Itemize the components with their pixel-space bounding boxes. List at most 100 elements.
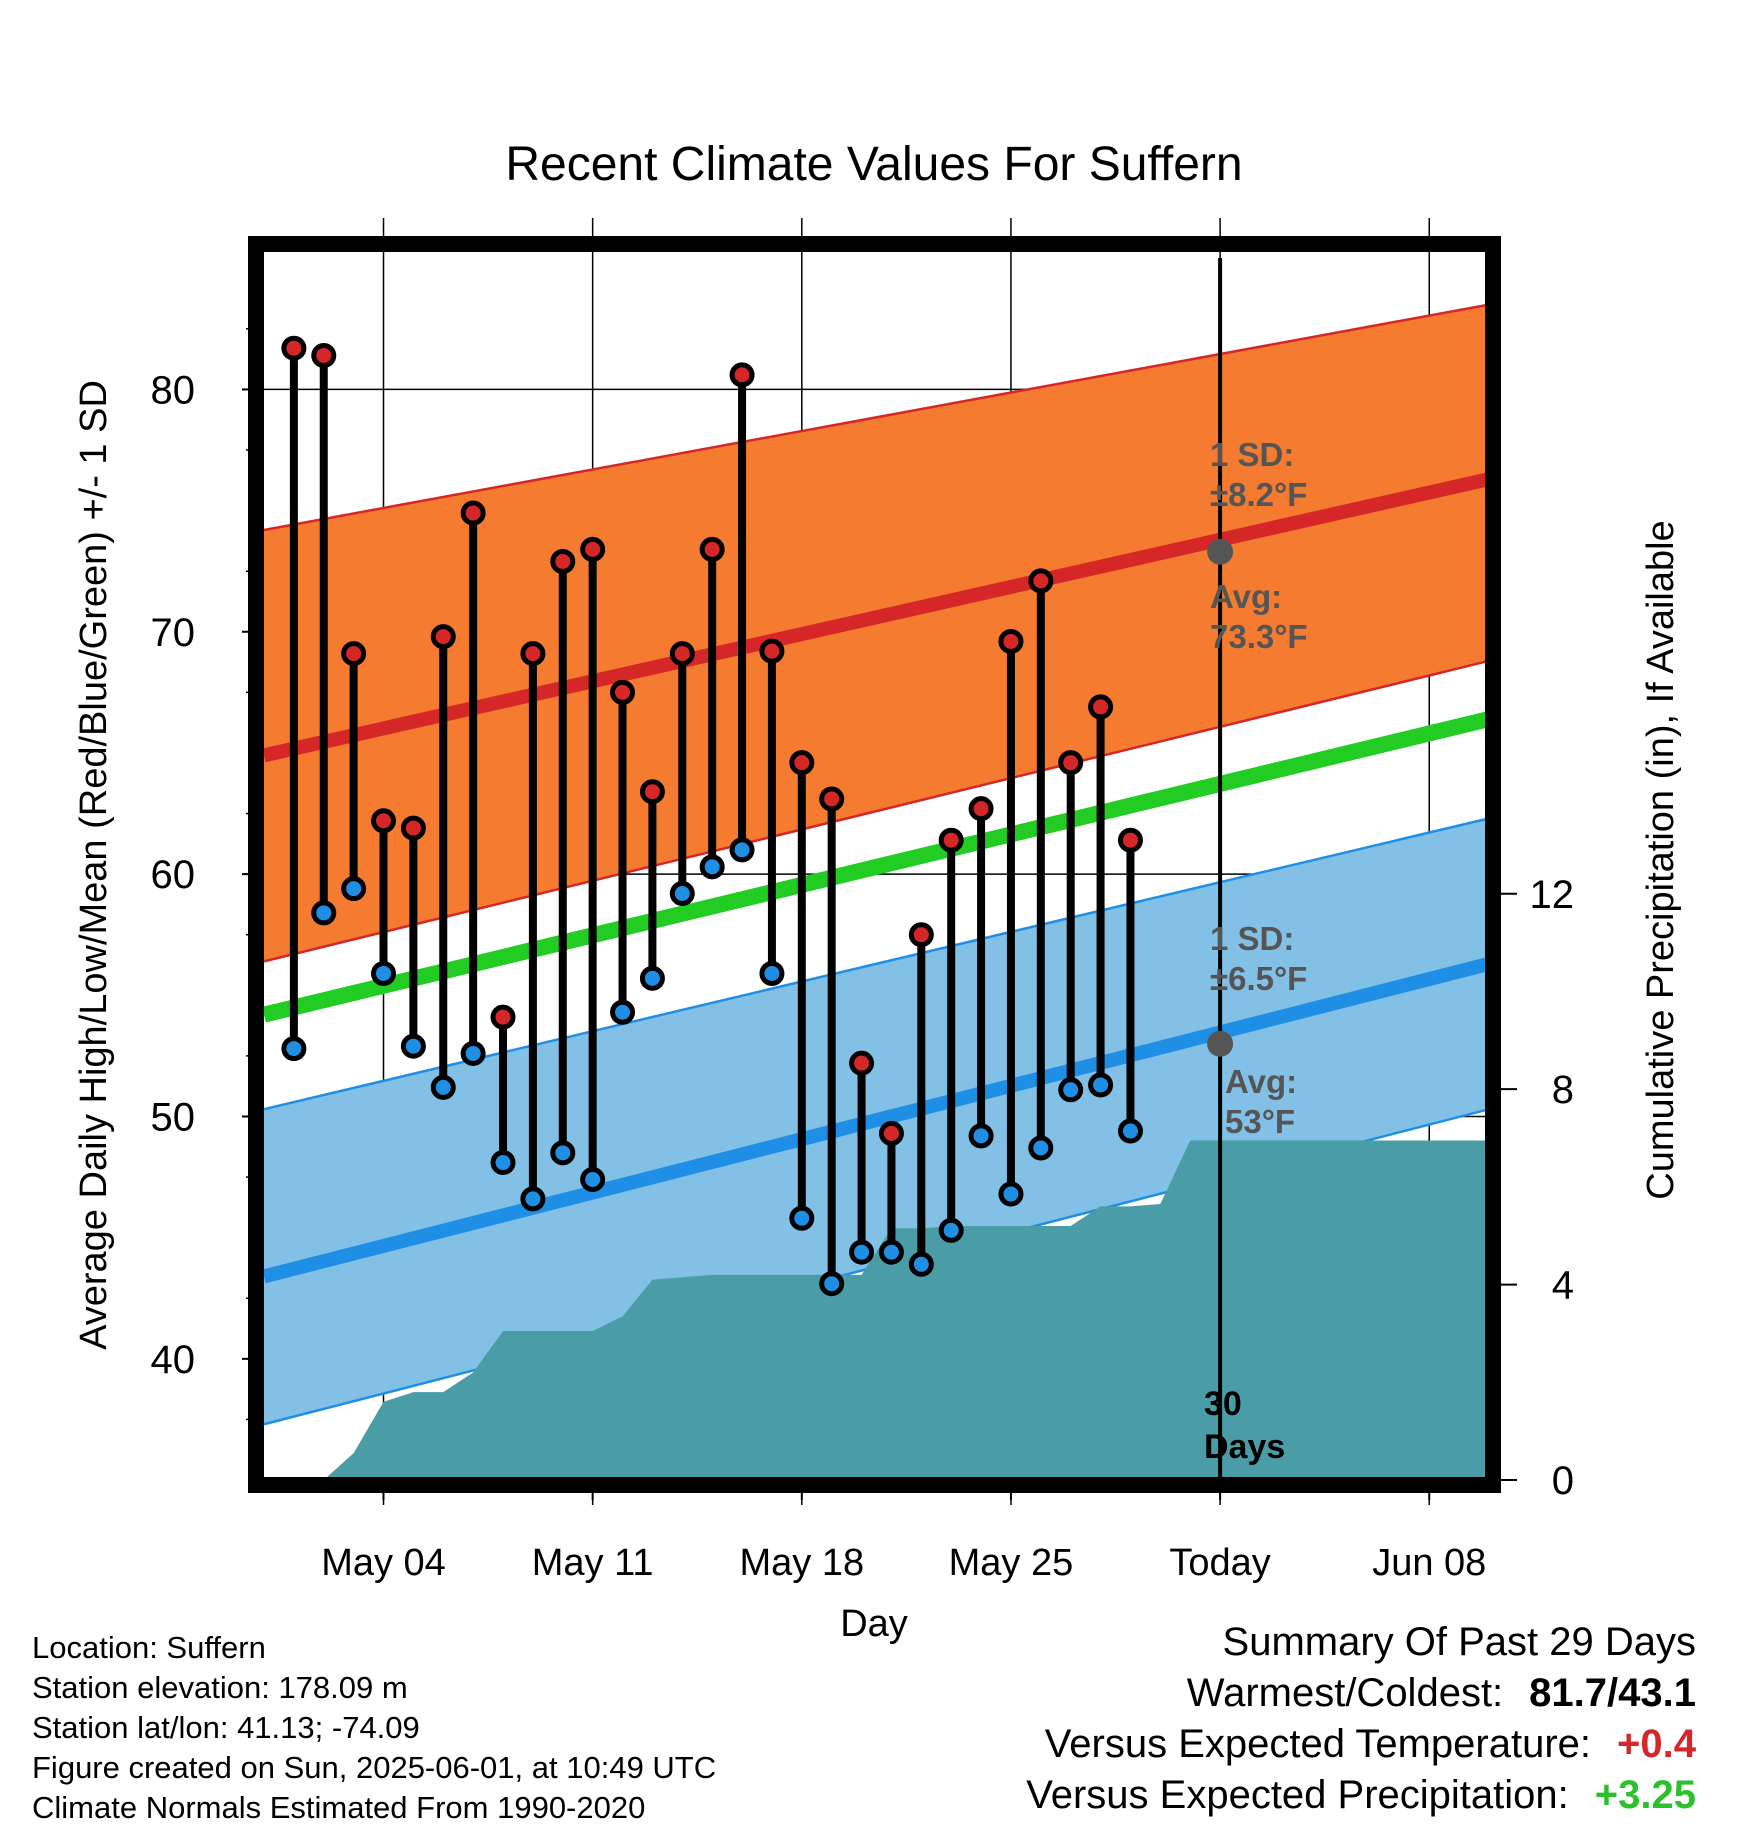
- y2-tick-label: 8: [1552, 1068, 1574, 1112]
- high-point: [908, 922, 934, 948]
- high-sd-band-upper-edge: [263, 303, 1490, 532]
- low-point: [460, 1040, 486, 1066]
- annotations: 1 SD: ±8.2°F Avg: 73.3°F 1 SD: ±6.5°F Avg: 53°F…: [1204, 258, 1308, 1480]
- created-text: Figure created on Sun, 2025-06-01, at 10…: [32, 1750, 717, 1785]
- high-point: [520, 641, 546, 667]
- y2-axis-label: Cumulative Precipitation (in), If Availa…: [1640, 520, 1682, 1199]
- low-point: [341, 876, 367, 902]
- high-point: [938, 827, 964, 853]
- x-tick-label: May 04: [321, 1542, 446, 1584]
- x-tick-label: May 25: [949, 1542, 1074, 1584]
- normals-text: Climate Normals Estimated From 1990-2020: [32, 1790, 646, 1825]
- low-point: [371, 960, 397, 986]
- warm-cold-label: Warmest/Coldest:: [1186, 1671, 1504, 1715]
- x-tick-label: May 11: [532, 1542, 654, 1584]
- high-point: [998, 628, 1024, 654]
- high-point: [550, 548, 576, 574]
- location-text: Location: Suffern: [32, 1630, 266, 1665]
- low-point: [699, 854, 725, 880]
- days-annotation: 30 Days: [1204, 1385, 1285, 1466]
- high-point: [759, 638, 785, 664]
- temp-value: +0.4: [1617, 1722, 1696, 1766]
- low-avg-annotation: Avg: 53°F: [1225, 1063, 1297, 1140]
- precipitation-area: [257, 1140, 1489, 1480]
- x-tick-label: Jun 08: [1372, 1542, 1486, 1584]
- y-axis-label: Average Daily High/Low/Mean (Red/Blue/Gr…: [73, 380, 115, 1350]
- high-point: [341, 641, 367, 667]
- high-point: [639, 779, 665, 805]
- elevation-text: Station elevation: 178.09 m: [32, 1670, 408, 1705]
- y2-tick-label: 0: [1552, 1459, 1574, 1503]
- summary-precipitation: Versus Expected Precipitation: +3.25: [1026, 1770, 1696, 1821]
- low-point: [550, 1140, 576, 1166]
- high-point: [490, 1004, 516, 1030]
- high-point: [968, 796, 994, 822]
- normal-high-line: [262, 472, 1491, 763]
- low-point: [729, 837, 755, 863]
- low-point: [1028, 1135, 1054, 1161]
- low-point: [400, 1033, 426, 1059]
- high-sd-annotation: 1 SD: ±8.2°F: [1210, 436, 1307, 513]
- high-point: [311, 342, 337, 368]
- y2-tick-label: 4: [1552, 1264, 1574, 1308]
- high-point: [281, 335, 307, 361]
- low-point: [789, 1205, 815, 1231]
- precip-label: Versus Expected Precipitation:: [1026, 1773, 1569, 1817]
- x-axis-label: Day: [840, 1603, 908, 1645]
- low-point: [490, 1150, 516, 1176]
- low-point: [1088, 1072, 1114, 1098]
- high-point: [849, 1050, 875, 1076]
- low-point: [938, 1217, 964, 1243]
- high-point: [699, 536, 725, 562]
- precip-value: +3.25: [1594, 1773, 1696, 1817]
- low-point: [520, 1186, 546, 1212]
- high-point: [819, 786, 845, 812]
- summary-temperature: Versus Expected Temperature: +0.4: [1026, 1719, 1696, 1770]
- low-point: [580, 1166, 606, 1192]
- normal-lines: [262, 472, 1491, 1284]
- high-point: [729, 362, 755, 388]
- today-high-avg-dot: [1207, 538, 1234, 565]
- low-point: [281, 1036, 307, 1062]
- station-info: Location: Suffern Station elevation: 178…: [32, 1628, 716, 1828]
- today-low-avg-dot: [1207, 1030, 1234, 1057]
- summary-warm-cold: Warmest/Coldest: 81.7/43.1: [1026, 1668, 1696, 1719]
- low-point: [968, 1123, 994, 1149]
- y-tick-label: 40: [151, 1338, 196, 1382]
- high-point: [1117, 827, 1143, 853]
- high-point: [1058, 750, 1084, 776]
- summary-title: Summary Of Past 29 Days: [1222, 1620, 1696, 1664]
- y2-tick-label: 12: [1530, 873, 1575, 917]
- low-point: [849, 1239, 875, 1265]
- chart-title: Recent Climate Values For Suffern: [505, 138, 1242, 191]
- normal-mean-line: [262, 711, 1491, 1023]
- temp-label: Versus Expected Temperature:: [1044, 1722, 1592, 1766]
- x-tick-label: Today: [1169, 1542, 1270, 1584]
- high-sd-band-lower-edge: [263, 659, 1490, 963]
- high-point: [789, 750, 815, 776]
- high-point: [669, 641, 695, 667]
- y-tick-label: 70: [151, 611, 196, 655]
- y-tick-label: 60: [151, 853, 196, 897]
- high-point: [580, 536, 606, 562]
- summary-panel: Summary Of Past 29 Days Warmest/Coldest:…: [1026, 1617, 1696, 1821]
- low-point: [669, 881, 695, 907]
- precipitation-layer: [257, 1140, 1489, 1480]
- high-avg-annotation: Avg: 73.3°F: [1210, 578, 1308, 655]
- high-point: [400, 815, 426, 841]
- low-point: [878, 1239, 904, 1265]
- low-point: [639, 965, 665, 991]
- low-point: [430, 1074, 456, 1100]
- warm-cold-value: 81.7/43.1: [1529, 1671, 1696, 1715]
- frame-layer: [248, 236, 1501, 1493]
- low-point: [819, 1271, 845, 1297]
- high-point: [1028, 568, 1054, 594]
- low-point: [610, 999, 636, 1025]
- low-point: [1117, 1118, 1143, 1144]
- x-tick-label: May 18: [739, 1542, 864, 1584]
- y-tick-label: 80: [151, 368, 196, 412]
- low-point: [1058, 1077, 1084, 1103]
- low-point: [998, 1181, 1024, 1207]
- latlon-text: Station lat/lon: 41.13; -74.09: [32, 1710, 420, 1745]
- low-point: [908, 1251, 934, 1277]
